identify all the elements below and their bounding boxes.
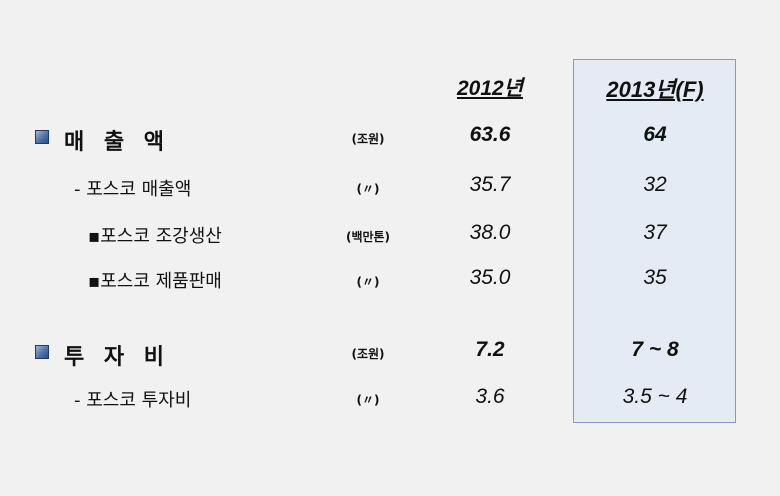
- square-bullet-icon: [35, 130, 49, 144]
- row-unit-posco-product-sales: (〃): [356, 275, 380, 289]
- value-2012-posco-sales: 35.7: [469, 173, 511, 196]
- row-label-posco-steel-production: ▪포스코 조강생산: [88, 226, 222, 247]
- value-2013-investment: 7 ~ 8: [631, 338, 679, 361]
- row-label-posco-product-sales: ▪포스코 제품판매: [88, 271, 222, 292]
- row-label-posco-investment: - 포스코 투자비: [74, 390, 192, 411]
- row-unit-posco-investment: (〃): [356, 393, 380, 407]
- value-2013-posco-sales: 32: [643, 173, 667, 196]
- row-unit-investment: (조원): [351, 347, 385, 361]
- value-2013-posco-investment: 3.5 ~ 4: [622, 385, 688, 408]
- value-2013-posco-product-sales: 35: [643, 266, 667, 289]
- header-2013-forecast: 2013년(F): [606, 77, 704, 102]
- row-unit-posco-sales: (〃): [356, 182, 380, 196]
- square-bullet-icon: [35, 345, 49, 359]
- value-2013-sales: 64: [643, 123, 667, 146]
- forecast-column-highlight: [573, 59, 736, 423]
- value-2013-posco-steel-production: 37: [643, 221, 667, 244]
- row-label-posco-sales: - 포스코 매출액: [74, 179, 192, 200]
- row-label-investment: 투 자 비: [64, 345, 171, 370]
- header-2012: 2012년: [456, 77, 524, 100]
- row-unit-sales: (조원): [351, 132, 385, 146]
- value-2012-sales: 63.6: [469, 123, 511, 146]
- row-label-sales: 매 출 액: [64, 130, 171, 155]
- value-2012-investment: 7.2: [475, 338, 505, 361]
- value-2012-posco-investment: 3.6: [475, 385, 505, 408]
- row-unit-posco-steel-production: (백만톤): [345, 230, 391, 244]
- value-2012-posco-steel-production: 38.0: [469, 221, 511, 244]
- value-2012-posco-product-sales: 35.0: [469, 266, 511, 289]
